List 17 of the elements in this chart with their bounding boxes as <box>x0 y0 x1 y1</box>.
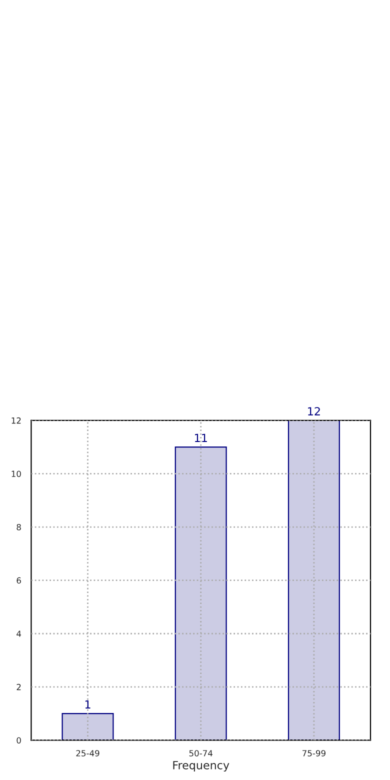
y-tick-label: 10 <box>12 470 21 478</box>
x-tick-label: 25-49 <box>76 750 100 756</box>
x-tick-label: 50-74 <box>189 750 212 756</box>
y-tick-label: 0 <box>16 737 21 744</box>
y-tick-label: 8 <box>16 524 21 530</box>
data-label: 1 <box>85 700 90 708</box>
bar <box>288 420 340 740</box>
y-tick-label: 4 <box>16 630 22 637</box>
x-tick-label: 75-99 <box>302 750 326 756</box>
bar <box>174 446 227 740</box>
x-axis-title: Frequency <box>173 761 230 772</box>
y-tick-label: 2 <box>16 684 21 690</box>
bar <box>62 713 114 740</box>
data-label: 11 <box>195 434 207 442</box>
data-label: 12 <box>308 407 320 416</box>
y-tick-label: 6 <box>16 577 21 584</box>
y-tick-label: 12 <box>12 417 21 424</box>
